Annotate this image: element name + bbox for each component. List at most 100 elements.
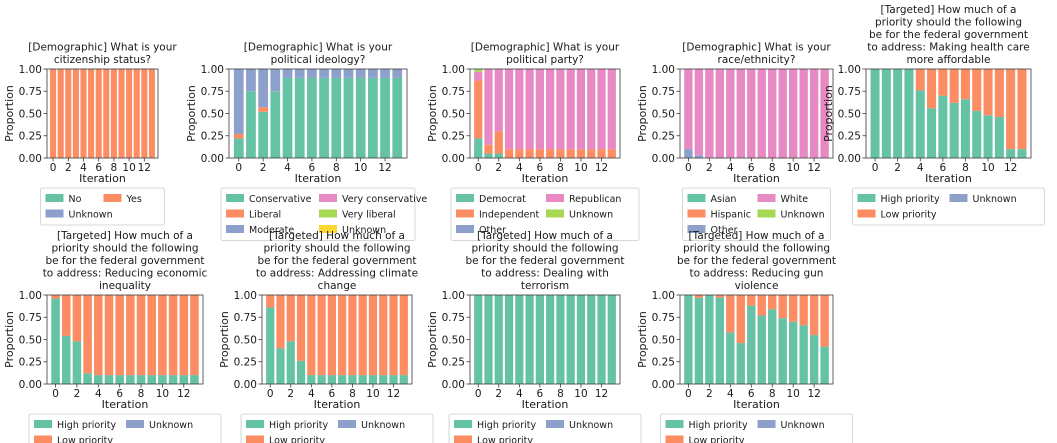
legend-item: Asian [687,194,736,205]
bar-low-priority-8 [348,295,357,376]
x-tick-label: 10 [786,162,799,174]
x-tick-label: 2 [65,162,72,174]
bar-independent-0 [474,80,483,139]
legend-swatch [456,209,474,218]
x-tick-label: 2 [894,162,901,174]
bar-conservative-13 [392,77,403,158]
y-tick-label: 0.25 [19,131,42,143]
bar-high-priority-4 [307,375,316,384]
legend-label: Low priority [689,436,745,443]
legend-box [852,187,1045,226]
x-tick-label: 8 [333,162,340,174]
bar-independent-4 [515,149,524,158]
bar-low-priority-6 [327,295,336,376]
x-tick-label: 10 [786,388,799,400]
x-tick-label: 4 [727,162,734,174]
bar-high-priority-1 [694,297,704,384]
bar-low-priority-0 [51,295,60,299]
bar-conservative-8 [331,77,342,158]
bar-republican-10 [576,69,586,150]
chart-panel-4: [Targeted] How much of a priority should … [822,4,1045,226]
legend-swatch [45,194,64,202]
bar-yes-10 [126,69,133,158]
bar-high-priority-3 [83,373,92,384]
legend-label: Very conservative [342,194,427,205]
bar-conservative-11 [367,77,378,158]
bar-independent-3 [504,149,514,158]
legend-box [450,187,640,241]
chart-panel-1: [Demographic] What is your political ideo… [185,42,427,241]
legend-item: Conservative [226,194,312,205]
y-tick-label: 0.00 [442,379,465,391]
x-tick-label: 4 [516,388,523,400]
x-tick-label: 4 [95,388,102,400]
legend-swatch [687,225,706,233]
bar-low-priority-11 [168,295,178,376]
x-tick-label: 10 [122,162,135,174]
bar-low-priority-6 [747,295,756,306]
bar-republican-7 [546,69,555,150]
chart-panel-6: [Targeted] How much of a priority should … [218,230,434,443]
bar-moderate-10 [355,69,366,78]
bar-independent-10 [576,149,586,158]
y-tick-label: 0.50 [652,108,675,120]
bar-white-0 [684,69,693,150]
x-tick-label: 4 [284,162,291,174]
y-tick-label: 0.75 [652,86,675,98]
bar-low-priority-4 [94,295,103,376]
legend-swatch [665,435,684,443]
legend-label: Other [711,225,738,236]
bar-high-priority-4 [915,90,925,158]
y-tick-label: 1.00 [838,64,861,76]
bar-yes-13 [148,69,155,158]
y-tick-label: 1.00 [19,64,42,76]
x-tick-label: 4 [308,388,315,400]
bar-yes-6 [95,69,102,158]
legend-item: Low priority [246,435,325,443]
bar-white-8 [768,69,777,158]
bar-low-priority-3 [715,295,725,298]
legend-label: Other [479,225,506,236]
bar-yes-1 [57,69,64,158]
y-tick-label: 0.25 [652,131,675,143]
bar-low-priority-11 [799,295,808,326]
y-tick-label: 0.75 [442,312,465,324]
y-tick-label: 0.00 [652,153,675,165]
bar-high-priority-11 [168,375,178,384]
y-tick-label: 0.25 [201,131,224,143]
x-tick-label: 8 [557,162,564,174]
x-tick-label: 0 [872,162,879,174]
bar-low-priority-7 [338,295,347,376]
bar-low-priority-12 [809,295,819,336]
bar-yes-4 [80,69,87,158]
bar-republican-9 [566,69,575,150]
bar-high-priority-9 [358,375,367,384]
legend-label: Low priority [881,210,937,221]
legend-swatch [246,435,264,443]
legend-swatch [456,225,474,233]
legend-label: Yes [126,194,142,205]
bar-high-priority-2 [286,341,295,384]
y-tick-label: 1.00 [442,290,465,302]
legend-item: Unknown [757,209,825,221]
x-tick-label: 4 [727,388,734,400]
legend-label: Unknown [569,210,613,221]
x-tick-label: 0 [475,162,482,174]
bar-republican-5 [525,69,534,150]
legend-swatch [546,420,564,428]
legend-item: Independent [456,209,539,221]
y-tick-label: 0.75 [19,86,42,98]
legend-item: High priority [246,420,329,431]
bar-moderate-7 [319,69,329,78]
legend-swatch [949,194,968,202]
x-tick-label: 0 [685,162,692,174]
bar-yes-11 [133,69,140,158]
bar-republican-13 [607,69,616,150]
legend: Democrat Republican Independent Unknown Othe… [450,187,640,241]
legend-item: Unknown [949,194,1017,205]
bar-low-priority-1 [694,295,704,298]
x-tick-label: 2 [74,388,81,400]
bar-independent-9 [566,149,575,158]
legend-box [448,413,642,443]
